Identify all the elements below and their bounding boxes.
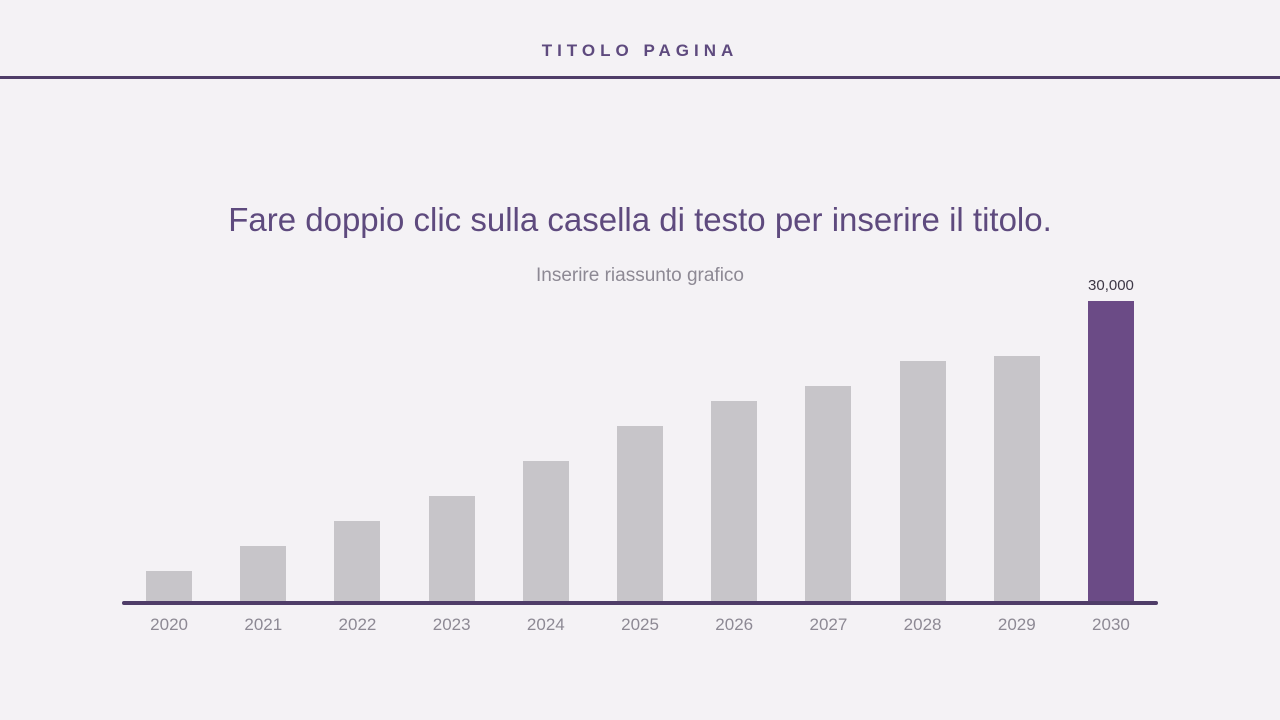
chart-subtitle-placeholder[interactable]: Inserire riassunto grafico: [535, 265, 745, 286]
slide-title-placeholder[interactable]: Fare doppio clic sulla casella di testo …: [228, 201, 1052, 238]
bar-column: [781, 301, 875, 601]
bar-column: [499, 301, 593, 601]
bar-column: [970, 301, 1064, 601]
bar: [899, 361, 946, 601]
x-axis-label: 2024: [526, 615, 565, 634]
x-axis-label: 2028: [903, 615, 942, 634]
bar-column: [876, 301, 970, 601]
x-axis-label: 2021: [244, 615, 283, 634]
x-axis-label: 2025: [621, 615, 659, 634]
x-axis-label: 2027: [809, 615, 848, 634]
bar: [334, 521, 381, 601]
x-axis-label: 2023: [432, 615, 471, 634]
bar-column: [405, 301, 499, 601]
bar: [240, 546, 287, 601]
bar: [805, 386, 852, 601]
bar: [617, 426, 664, 601]
x-axis-label: 2026: [715, 615, 754, 634]
bar-value-label: 30,000: [1088, 277, 1134, 294]
chart-plot-area: 30,000: [122, 277, 1158, 601]
bar-column: 30,000: [1064, 277, 1158, 601]
page-header: TITOLO PAGINA: [0, 0, 1280, 79]
x-axis-label: 2020: [150, 615, 188, 634]
bar: [711, 401, 758, 601]
bar: [428, 496, 475, 601]
x-axis-label: 2030: [1092, 615, 1130, 634]
bar: [146, 571, 193, 601]
bar: [993, 356, 1040, 601]
bar-highlighted: [1087, 301, 1134, 601]
x-axis-labels: 2020 2021 2022 2023 2024 2025 2026 2027 2028 2029…: [122, 615, 1158, 635]
x-axis-label: 2022: [338, 615, 377, 634]
bar: [522, 461, 569, 601]
bar-chart[interactable]: 30,000 2020 2021 2022 2023 2024 2025 2026 2027 2…: [122, 277, 1158, 635]
bar-column: [122, 301, 216, 601]
x-axis-line: [122, 601, 1158, 605]
x-axis-label: 2029: [997, 615, 1036, 634]
bar-column: [593, 301, 687, 601]
bar-column: [216, 301, 310, 601]
bar-column: [687, 301, 781, 601]
page-header-title[interactable]: TITOLO PAGINA: [541, 41, 739, 60]
bar-column: [310, 301, 404, 601]
